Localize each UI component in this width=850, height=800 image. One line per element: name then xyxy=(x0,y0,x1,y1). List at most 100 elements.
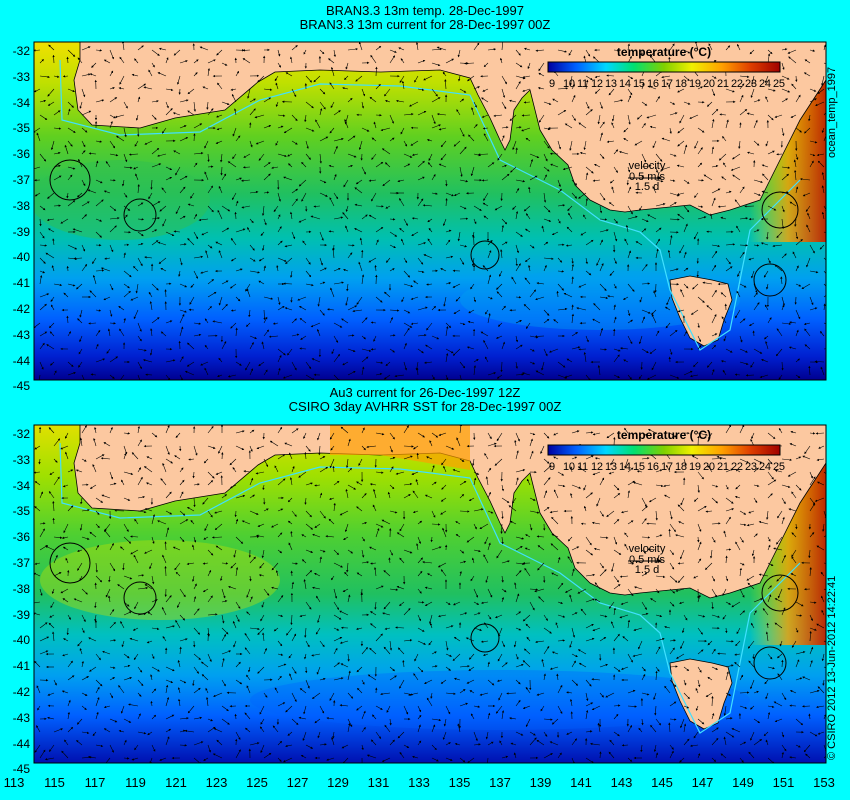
panel1-title-line2: BRAN3.3 13m current for 28-Dec-1997 00Z xyxy=(299,17,551,32)
velocity-arrow xyxy=(739,122,742,129)
velocity-arrow xyxy=(193,152,204,155)
velocity-arrow xyxy=(473,124,478,129)
velocity-arrow xyxy=(499,57,503,64)
lon-tick-label: 145 xyxy=(651,775,673,790)
velocity-arrow xyxy=(193,133,196,142)
velocity-arrow xyxy=(501,42,504,51)
panel1-arrows xyxy=(34,42,826,380)
velocity-arrow xyxy=(746,112,755,116)
velocity-arrow xyxy=(521,114,531,117)
velocity-arrow xyxy=(319,101,326,110)
velocity-arrow xyxy=(689,114,699,119)
colorbar-label: 18 xyxy=(675,461,687,473)
velocity-arrow xyxy=(199,46,209,51)
velocity-arrow xyxy=(109,70,114,77)
velocity-arrow xyxy=(333,137,344,142)
panel1-map xyxy=(34,42,826,380)
velocity-arrow xyxy=(216,49,223,56)
velocity-arrow xyxy=(53,151,61,155)
velocity-arrow xyxy=(706,101,713,107)
velocity-arrow xyxy=(258,153,265,161)
velocity-arrow xyxy=(263,97,272,103)
velocity-arrow xyxy=(467,75,475,82)
velocity-arrow xyxy=(255,140,265,145)
velocity-arrow xyxy=(431,88,438,97)
colorbar-label: 24 xyxy=(759,78,771,90)
lon-tick-label: 117 xyxy=(84,775,106,790)
velocity-arrow xyxy=(788,56,797,64)
velocity-arrow xyxy=(444,79,447,90)
velocity-arrow xyxy=(538,62,545,72)
colorbar-label: 23 xyxy=(745,461,757,473)
velocity-arrow xyxy=(305,101,314,109)
velocity-arrow xyxy=(438,127,447,131)
velocity-arrow xyxy=(81,88,86,98)
colorbar-label: 21 xyxy=(717,461,729,473)
colorbar-label: 11 xyxy=(577,461,588,473)
velocity-arrow xyxy=(157,153,167,157)
velocity-arrow xyxy=(275,82,279,90)
velocity-arrow xyxy=(809,49,816,52)
velocity-arrow xyxy=(464,62,475,65)
velocity-arrow xyxy=(440,153,447,161)
velocity-arrow xyxy=(137,83,147,90)
lat-tick-label: -39 xyxy=(12,607,30,622)
velocity-arrow xyxy=(403,153,413,158)
velocity-arrow xyxy=(669,112,678,116)
colorbar-label: 20 xyxy=(703,461,715,473)
velocity-arrow xyxy=(493,114,503,117)
lat-tick-label: -35 xyxy=(12,121,30,136)
velocity-arrow xyxy=(457,49,461,58)
velocity-arrow xyxy=(578,122,587,129)
velocity-arrow xyxy=(538,72,545,77)
lon-tick-label: 139 xyxy=(529,775,552,790)
colorbar-label: 12 xyxy=(591,78,603,90)
velocity-arrow xyxy=(585,109,593,116)
lat-tick-label: -44 xyxy=(12,736,30,751)
colorbar-label: 21 xyxy=(717,78,729,90)
lat-tick-label: -35 xyxy=(12,504,30,519)
velocity-arrow xyxy=(345,62,349,70)
velocity-arrow xyxy=(523,47,531,51)
velocity-arrow xyxy=(370,54,377,64)
velocity-arrow xyxy=(650,49,657,58)
velocity-arrow xyxy=(711,88,716,97)
velocity-arrow xyxy=(569,75,573,86)
velocity-arrow xyxy=(274,75,279,82)
lat-tick-label: -38 xyxy=(12,581,30,596)
velocity-arrow xyxy=(431,114,436,125)
velocity-arrow xyxy=(431,97,441,103)
velocity-arrow xyxy=(608,88,615,96)
velocity-arrow xyxy=(119,75,125,85)
velocity-arrow xyxy=(358,42,363,51)
velocity-arrow xyxy=(725,119,729,129)
velocity-arrow xyxy=(501,101,507,110)
velocity-arrow xyxy=(468,134,475,142)
velocity-arrow xyxy=(568,49,573,56)
velocity-arrow xyxy=(669,43,675,51)
velocity-arrow xyxy=(305,140,309,149)
velocity-arrow xyxy=(781,48,788,51)
lon-tick-label: 113 xyxy=(3,775,25,790)
lat-tick-label: -40 xyxy=(12,633,30,648)
velocity-arrow xyxy=(458,75,461,82)
velocity-arrow xyxy=(821,127,825,134)
lon-tick-label: 115 xyxy=(44,775,65,790)
velocity-arrow xyxy=(115,135,125,142)
velocity-arrow xyxy=(64,144,69,155)
velocity-arrow xyxy=(88,152,97,155)
panel1-title-line1: BRAN3.3 13m temp. 28-Dec-1997 xyxy=(326,3,524,18)
velocity-arrow xyxy=(235,135,241,142)
velocity-arrow xyxy=(764,75,769,84)
velocity-arrow xyxy=(243,153,251,158)
velocity-arrow xyxy=(543,101,552,105)
velocity-arrow xyxy=(599,132,603,142)
colorbar-label: 22 xyxy=(731,461,743,473)
velocity-arrow xyxy=(151,62,155,68)
velocity-arrow xyxy=(817,88,825,94)
velocity-arrow xyxy=(361,88,366,97)
velocity-arrow xyxy=(739,94,744,103)
lat-tick-label: -37 xyxy=(12,173,30,187)
velocity-arrow xyxy=(285,72,293,77)
velocity-arrow xyxy=(81,110,92,116)
